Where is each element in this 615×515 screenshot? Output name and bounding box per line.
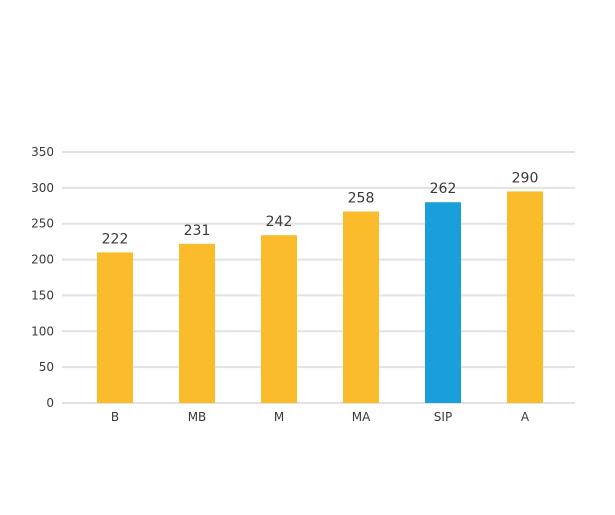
y-tick-label-50: 50 — [39, 360, 54, 374]
bars — [97, 191, 543, 403]
y-axis-ticks: 0 50 100 150 200 250 300 350 — [31, 145, 54, 410]
data-label-a: 290 — [512, 170, 539, 186]
bar-a — [507, 191, 543, 403]
data-labels: 222 231 242 258 262 290 — [102, 170, 539, 247]
y-tick-label-0: 0 — [46, 396, 54, 410]
x-category-label-m: M — [274, 410, 284, 424]
data-label-sip: 262 — [430, 181, 457, 197]
bar-b — [97, 252, 133, 403]
data-label-mb: 231 — [184, 223, 211, 239]
grid-lines — [62, 151, 575, 404]
y-tick-label-350: 350 — [31, 145, 54, 159]
x-category-label-mb: MB — [188, 410, 207, 424]
data-label-m: 242 — [266, 214, 293, 230]
bar-m — [261, 235, 297, 403]
bar-mb — [179, 243, 215, 403]
y-tick-label-100: 100 — [31, 324, 54, 338]
y-tick-label-200: 200 — [31, 253, 54, 267]
bar-sip — [425, 202, 461, 403]
y-tick-label-150: 150 — [31, 288, 54, 302]
y-tick-label-250: 250 — [31, 217, 54, 231]
x-category-label-b: B — [111, 410, 119, 424]
y-tick-label-300: 300 — [31, 181, 54, 195]
x-category-label-a: A — [521, 410, 530, 424]
data-label-b: 222 — [102, 231, 129, 247]
x-category-label-sip: SIP — [434, 410, 452, 424]
x-axis-categories: B MB M MA SIP A — [111, 410, 530, 424]
data-label-ma: 258 — [348, 191, 375, 207]
x-category-label-ma: MA — [352, 410, 371, 424]
bar-ma — [343, 211, 379, 403]
